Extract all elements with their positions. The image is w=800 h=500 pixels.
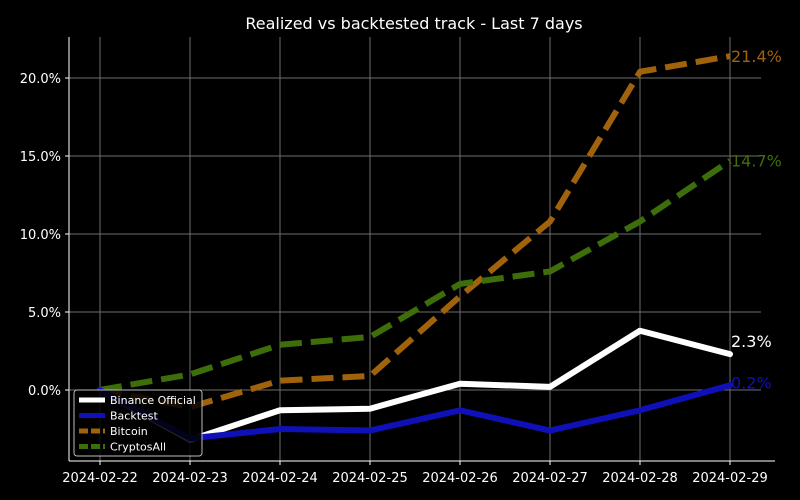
series-end-label: 0.2%	[731, 373, 772, 392]
series-end-label: 2.3%	[731, 332, 772, 351]
legend-label: Backtest	[110, 410, 159, 423]
series-line	[97, 382, 733, 442]
y-tick-label: 15.0%	[20, 150, 61, 165]
legend-box	[73, 389, 203, 457]
x-tick-label: 2024-02-28	[602, 471, 678, 486]
end-labels: 2.3% 0.2% 21.4% 14.7%	[731, 47, 782, 392]
x-tick-label: 2024-02-22	[62, 471, 138, 486]
legend: Binance Official Backtest Bitcoin CryptosAl…	[73, 389, 203, 457]
x-tick-label: 2024-02-24	[242, 471, 318, 486]
y-tick-label: 20.0%	[20, 72, 61, 87]
series-line	[99, 158, 732, 393]
y-tick-label: 0.0%	[28, 384, 61, 399]
legend-label: Binance Official	[110, 394, 196, 407]
y-tick-label: 10.0%	[20, 228, 61, 243]
legend-label: CryptosAll	[110, 441, 166, 454]
axes: 2024-02-22 2024-02-23 2024-02-24 2024-02-25…	[20, 37, 775, 486]
series-end-label: 14.7%	[731, 152, 782, 171]
chart-title: Realized vs backtested track - Last 7 da…	[245, 14, 582, 33]
x-tick-label: 2024-02-25	[332, 471, 408, 486]
series-end-label: 21.4%	[731, 47, 782, 66]
series-line	[99, 53, 731, 411]
y-tick-label: 5.0%	[28, 306, 61, 321]
series-lines	[97, 53, 733, 443]
x-tick-label: 2024-02-23	[152, 471, 228, 486]
x-tick-label: 2024-02-29	[692, 471, 768, 486]
x-tick-label: 2024-02-26	[422, 471, 498, 486]
x-tick-label: 2024-02-27	[512, 471, 588, 486]
legend-label: Bitcoin	[110, 425, 148, 438]
